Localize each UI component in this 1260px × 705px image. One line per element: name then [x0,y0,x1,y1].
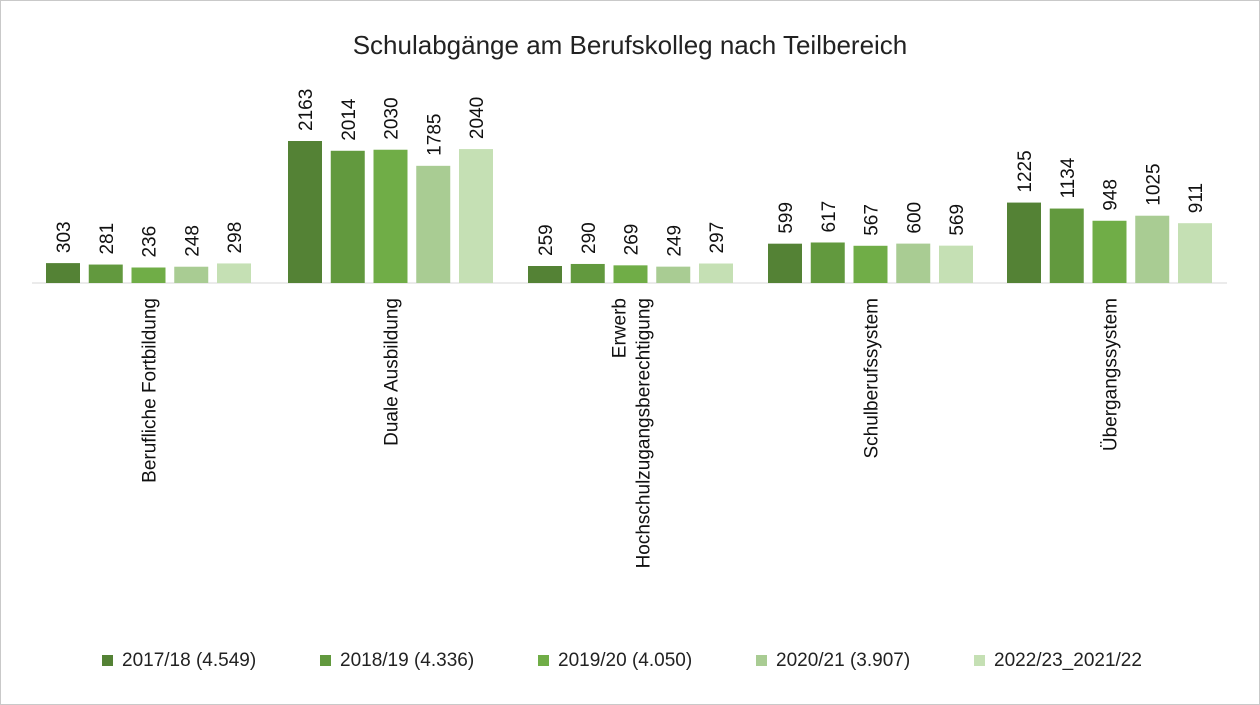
bar-4-series-1 [768,243,802,283]
data-label-4-series-4: 600 [904,202,925,234]
data-label-5-series-1: 1225 [1015,150,1036,192]
bar-4-series-2 [810,242,845,283]
bar-2-series-1 [288,141,322,283]
legend-label-1: 2017/18 (4.549) [122,650,256,671]
bar-5-series-5 [1178,223,1212,283]
data-label-4-series-2: 617 [819,201,840,233]
category-label-2: Duale Ausbildung [382,298,403,446]
legend-label-4: 2020/21 (3.907) [776,650,910,671]
bar-4-series-4 [896,243,931,283]
bar-3-series-3 [613,265,648,283]
data-label-5-series-3: 948 [1101,179,1122,211]
data-label-4-series-3: 567 [862,204,883,236]
data-label-2-series-5: 2040 [467,97,488,139]
bar-3-series-1 [528,266,562,283]
data-label-1-series-5: 298 [225,222,246,254]
bar-1-series-1 [46,263,80,283]
bar-5-series-1 [1007,202,1041,283]
data-label-3-series-4: 249 [664,225,685,257]
bar-2-series-4 [416,165,451,283]
bar-1-series-3 [131,267,166,283]
data-label-5-series-2: 1134 [1058,157,1079,198]
bar-1-series-2 [88,264,123,283]
data-label-1-series-4: 248 [182,225,203,257]
data-label-2-series-3: 2030 [382,97,403,139]
data-label-2-series-4: 1785 [424,114,445,156]
bar-2-series-3 [373,149,408,283]
legend-swatch-3 [538,655,549,666]
data-label-3-series-3: 269 [622,224,643,256]
data-label-2-series-1: 2163 [296,89,317,131]
data-label-3-series-1: 259 [536,224,557,256]
legend-swatch-5 [974,655,985,666]
legend-label-2: 2018/19 (4.336) [340,650,474,671]
legend-swatch-2 [320,655,331,666]
bar-5-series-3 [1092,220,1127,283]
data-label-1-series-3: 236 [140,226,161,258]
data-label-4-series-1: 599 [776,202,797,234]
bar-1-series-4 [174,266,209,283]
data-label-5-series-4: 1025 [1143,163,1164,205]
bar-5-series-4 [1135,215,1170,283]
chart-title: Schulabgänge am Berufskolleg nach Teilbe… [353,30,908,60]
bar-4-series-3 [853,245,888,283]
data-label-3-series-2: 290 [579,222,600,254]
legend-label-3: 2019/20 (4.050) [558,650,692,671]
category-label-1: Berufliche Fortbildung [140,298,161,483]
data-label-4-series-5: 569 [947,204,968,236]
bar-2-series-5 [459,149,493,283]
bar-5-series-2 [1049,208,1084,283]
bar-3-series-5 [699,263,733,283]
bar-4-series-5 [939,245,973,283]
category-label-5: Übergangssystem [1101,298,1122,451]
bar-3-series-2 [570,263,605,283]
data-label-1-series-1: 303 [54,221,75,253]
bar-1-series-5 [217,263,251,283]
bar-3-series-4 [656,266,691,283]
data-label-3-series-5: 297 [707,222,728,254]
category-label-3-line-1: Erwerb [610,298,631,358]
data-label-1-series-2: 281 [97,223,118,255]
bar-2-series-2 [330,150,365,283]
category-label-4: Schulberufssystem [862,298,883,459]
data-label-5-series-5: 911 [1186,183,1207,213]
data-label-2-series-2: 2014 [339,98,360,141]
legend-label-5: 2022/23_2021/22 [994,650,1142,671]
legend-swatch-4 [756,655,767,666]
category-label-3-line-2: Hochschulzugangsberechtigung [634,298,655,568]
legend-swatch-1 [102,655,113,666]
